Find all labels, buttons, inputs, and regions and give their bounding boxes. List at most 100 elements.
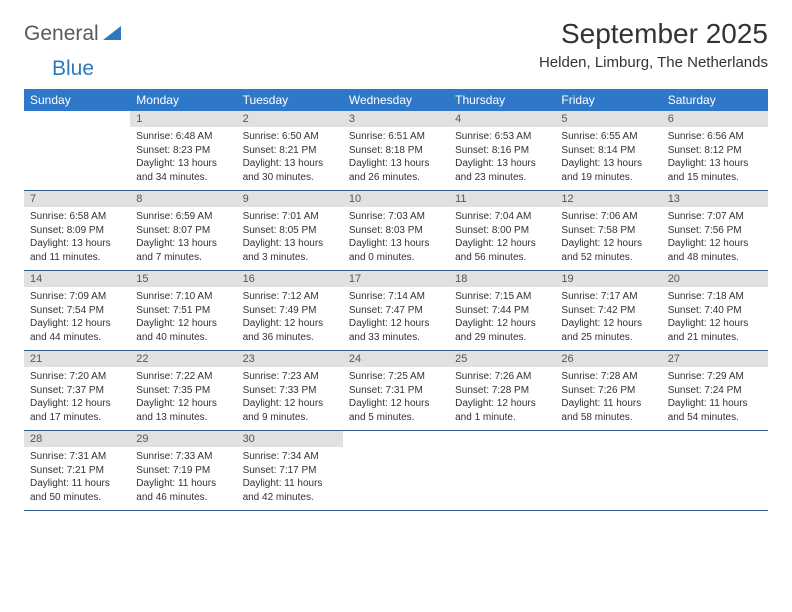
day-details: Sunrise: 7:18 AMSunset: 7:40 PMDaylight:… [662, 287, 768, 350]
sunrise-text: Sunrise: 7:26 AM [455, 370, 549, 384]
day-number: 11 [449, 191, 555, 207]
daylight-text: and 52 minutes. [561, 251, 655, 265]
calendar-week-row: 7Sunrise: 6:58 AMSunset: 8:09 PMDaylight… [24, 191, 768, 271]
daylight-text: Daylight: 12 hours [30, 317, 124, 331]
sunrise-text: Sunrise: 7:34 AM [243, 450, 337, 464]
sunset-text: Sunset: 7:35 PM [136, 384, 230, 398]
day-number: 4 [449, 111, 555, 127]
day-number: 27 [662, 351, 768, 367]
sunset-text: Sunset: 8:09 PM [30, 224, 124, 238]
sunrise-text: Sunrise: 6:50 AM [243, 130, 337, 144]
sunset-text: Sunset: 7:51 PM [136, 304, 230, 318]
day-details: Sunrise: 7:03 AMSunset: 8:03 PMDaylight:… [343, 207, 449, 270]
weekday-header: Monday [130, 89, 236, 111]
daylight-text: and 11 minutes. [30, 251, 124, 265]
weekday-header: Saturday [662, 89, 768, 111]
day-number: 10 [343, 191, 449, 207]
day-number: 2 [237, 111, 343, 127]
logo: General [24, 18, 123, 46]
sunrise-text: Sunrise: 6:53 AM [455, 130, 549, 144]
location-text: Helden, Limburg, The Netherlands [539, 54, 768, 71]
day-number: 15 [130, 271, 236, 287]
calendar-day-cell: 22Sunrise: 7:22 AMSunset: 7:35 PMDayligh… [130, 351, 236, 431]
weekday-header: Friday [555, 89, 661, 111]
sunrise-text: Sunrise: 6:55 AM [561, 130, 655, 144]
daylight-text: Daylight: 13 hours [136, 237, 230, 251]
calendar-day-cell: 11Sunrise: 7:04 AMSunset: 8:00 PMDayligh… [449, 191, 555, 271]
daylight-text: Daylight: 12 hours [349, 397, 443, 411]
daylight-text: and 36 minutes. [243, 331, 337, 345]
day-number: 5 [555, 111, 661, 127]
calendar-day-cell: 14Sunrise: 7:09 AMSunset: 7:54 PMDayligh… [24, 271, 130, 351]
daylight-text: Daylight: 11 hours [243, 477, 337, 491]
day-details: Sunrise: 6:59 AMSunset: 8:07 PMDaylight:… [130, 207, 236, 270]
day-details: Sunrise: 7:20 AMSunset: 7:37 PMDaylight:… [24, 367, 130, 430]
daylight-text: and 0 minutes. [349, 251, 443, 265]
daylight-text: Daylight: 11 hours [668, 397, 762, 411]
sunrise-text: Sunrise: 6:51 AM [349, 130, 443, 144]
daylight-text: Daylight: 13 hours [30, 237, 124, 251]
calendar-page: General September 2025 Helden, Limburg, … [0, 0, 792, 529]
sunset-text: Sunset: 7:26 PM [561, 384, 655, 398]
sunset-text: Sunset: 8:03 PM [349, 224, 443, 238]
day-number: 25 [449, 351, 555, 367]
daylight-text: and 23 minutes. [455, 171, 549, 185]
daylight-text: Daylight: 12 hours [455, 237, 549, 251]
day-details: Sunrise: 7:29 AMSunset: 7:24 PMDaylight:… [662, 367, 768, 430]
sunrise-text: Sunrise: 7:17 AM [561, 290, 655, 304]
calendar-day-cell [24, 111, 130, 191]
sunset-text: Sunset: 8:07 PM [136, 224, 230, 238]
day-number: 17 [343, 271, 449, 287]
daylight-text: Daylight: 12 hours [455, 397, 549, 411]
weekday-header: Sunday [24, 89, 130, 111]
calendar-table: SundayMondayTuesdayWednesdayThursdayFrid… [24, 89, 768, 511]
calendar-day-cell: 2Sunrise: 6:50 AMSunset: 8:21 PMDaylight… [237, 111, 343, 191]
day-details: Sunrise: 7:06 AMSunset: 7:58 PMDaylight:… [555, 207, 661, 270]
sunrise-text: Sunrise: 7:04 AM [455, 210, 549, 224]
day-details: Sunrise: 6:58 AMSunset: 8:09 PMDaylight:… [24, 207, 130, 270]
day-details: Sunrise: 7:01 AMSunset: 8:05 PMDaylight:… [237, 207, 343, 270]
sunset-text: Sunset: 8:05 PM [243, 224, 337, 238]
day-details: Sunrise: 7:23 AMSunset: 7:33 PMDaylight:… [237, 367, 343, 430]
day-details: Sunrise: 6:55 AMSunset: 8:14 PMDaylight:… [555, 127, 661, 190]
sunset-text: Sunset: 7:47 PM [349, 304, 443, 318]
sunset-text: Sunset: 8:23 PM [136, 144, 230, 158]
sunrise-text: Sunrise: 7:31 AM [30, 450, 124, 464]
sunset-text: Sunset: 7:56 PM [668, 224, 762, 238]
daylight-text: Daylight: 12 hours [243, 317, 337, 331]
day-number: 6 [662, 111, 768, 127]
daylight-text: Daylight: 12 hours [349, 317, 443, 331]
sunset-text: Sunset: 7:33 PM [243, 384, 337, 398]
calendar-day-cell: 5Sunrise: 6:55 AMSunset: 8:14 PMDaylight… [555, 111, 661, 191]
sunrise-text: Sunrise: 7:09 AM [30, 290, 124, 304]
calendar-day-cell: 15Sunrise: 7:10 AMSunset: 7:51 PMDayligh… [130, 271, 236, 351]
calendar-day-cell: 23Sunrise: 7:23 AMSunset: 7:33 PMDayligh… [237, 351, 343, 431]
daylight-text: and 7 minutes. [136, 251, 230, 265]
sunrise-text: Sunrise: 7:29 AM [668, 370, 762, 384]
daylight-text: Daylight: 11 hours [136, 477, 230, 491]
calendar-day-cell: 28Sunrise: 7:31 AMSunset: 7:21 PMDayligh… [24, 431, 130, 511]
daylight-text: and 54 minutes. [668, 411, 762, 425]
daylight-text: and 46 minutes. [136, 491, 230, 505]
day-details: Sunrise: 6:48 AMSunset: 8:23 PMDaylight:… [130, 127, 236, 190]
daylight-text: Daylight: 13 hours [668, 157, 762, 171]
day-number: 7 [24, 191, 130, 207]
calendar-week-row: 1Sunrise: 6:48 AMSunset: 8:23 PMDaylight… [24, 111, 768, 191]
sunrise-text: Sunrise: 7:18 AM [668, 290, 762, 304]
day-details: Sunrise: 7:34 AMSunset: 7:17 PMDaylight:… [237, 447, 343, 510]
day-number: 1 [130, 111, 236, 127]
calendar-day-cell [449, 431, 555, 511]
daylight-text: Daylight: 13 hours [243, 157, 337, 171]
daylight-text: Daylight: 12 hours [136, 397, 230, 411]
calendar-day-cell: 30Sunrise: 7:34 AMSunset: 7:17 PMDayligh… [237, 431, 343, 511]
daylight-text: Daylight: 12 hours [561, 237, 655, 251]
daylight-text: Daylight: 13 hours [561, 157, 655, 171]
day-number: 28 [24, 431, 130, 447]
daylight-text: and 17 minutes. [30, 411, 124, 425]
sunset-text: Sunset: 7:54 PM [30, 304, 124, 318]
daylight-text: and 3 minutes. [243, 251, 337, 265]
daylight-text: and 5 minutes. [349, 411, 443, 425]
calendar-week-row: 14Sunrise: 7:09 AMSunset: 7:54 PMDayligh… [24, 271, 768, 351]
sunrise-text: Sunrise: 6:58 AM [30, 210, 124, 224]
day-number: 3 [343, 111, 449, 127]
